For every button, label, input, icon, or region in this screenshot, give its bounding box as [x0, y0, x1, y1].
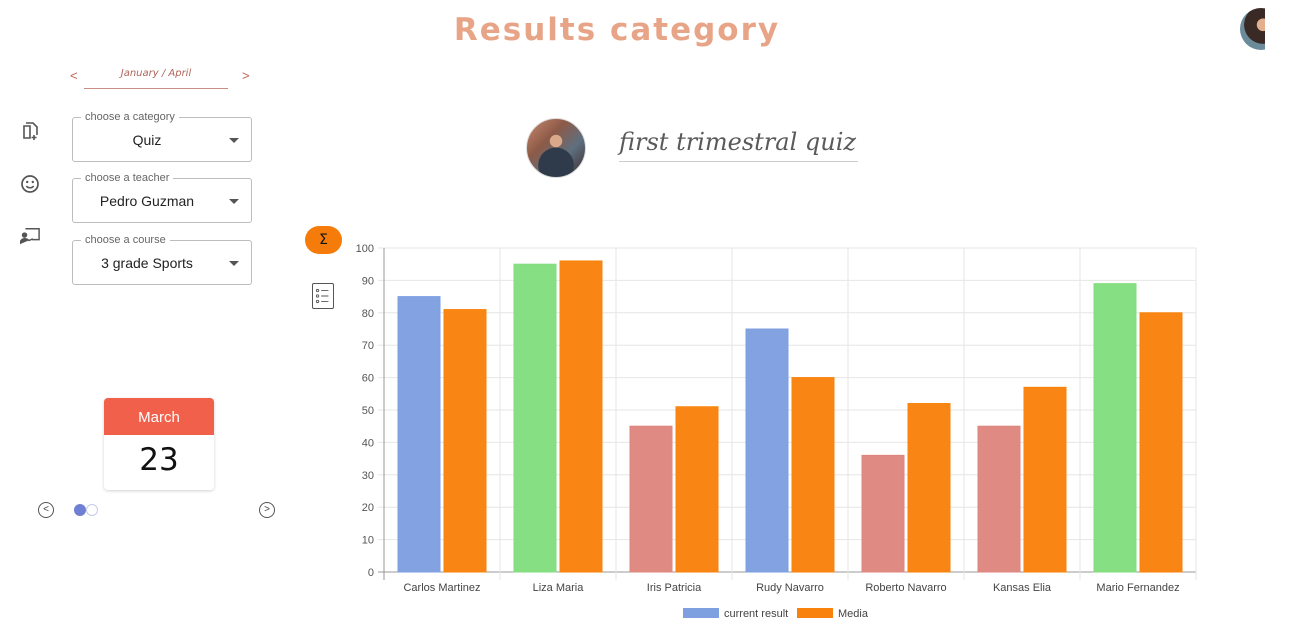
teacher-select[interactable]: choose a teacher Pedro Guzman	[72, 172, 252, 223]
x-tick-label: Roberto Navarro	[865, 582, 946, 594]
carousel-dot[interactable]	[86, 504, 98, 516]
chevron-down-icon	[229, 261, 239, 266]
course-select-label: choose a course	[81, 234, 170, 246]
y-tick-label: 10	[362, 535, 374, 547]
smiley-icon[interactable]	[20, 174, 40, 194]
quiz-title: first trimestral quiz	[619, 128, 859, 162]
x-tick-label: Kansas Elia	[993, 582, 1052, 594]
teacher-select-value: Pedro Guzman	[99, 193, 195, 209]
date-card: March 23	[104, 398, 214, 490]
legend-swatch	[683, 608, 719, 618]
bar-media	[443, 309, 487, 573]
page-title: Results category	[453, 12, 781, 48]
legend-label: current result	[724, 608, 788, 620]
carousel-prev-button[interactable]: <	[38, 502, 54, 518]
chevron-down-icon	[229, 138, 239, 143]
legend-swatch	[797, 608, 833, 618]
bar-current-result	[745, 328, 789, 573]
bar-current-result	[977, 425, 1021, 573]
sigma-icon[interactable]: Σ	[305, 226, 342, 254]
y-tick-label: 80	[362, 308, 374, 320]
bar-media	[791, 377, 835, 573]
y-tick-label: 20	[362, 502, 374, 514]
chevron-down-icon	[229, 199, 239, 204]
bar-current-result	[629, 425, 673, 573]
legend-label: Media	[838, 608, 869, 620]
y-tick-label: 100	[356, 243, 374, 255]
x-tick-label: Mario Fernandez	[1096, 582, 1179, 594]
teacher-select-label: choose a teacher	[81, 172, 174, 184]
bar-media	[1139, 312, 1183, 573]
category-select-label: choose a category	[81, 111, 179, 123]
teacher-board-icon[interactable]	[20, 226, 40, 246]
y-tick-label: 0	[368, 567, 374, 579]
y-tick-label: 60	[362, 373, 374, 385]
avatar-clip	[1265, 0, 1304, 60]
course-select[interactable]: choose a course 3 grade Sports	[72, 234, 252, 285]
y-tick-label: 70	[362, 340, 374, 352]
bar-media	[675, 406, 719, 573]
bar-media	[907, 403, 951, 573]
carousel-dot-active[interactable]	[74, 504, 86, 516]
y-tick-label: 30	[362, 470, 374, 482]
x-tick-label: Iris Patricia	[647, 582, 702, 594]
bar-current-result	[513, 263, 557, 573]
x-tick-label: Liza Maria	[533, 582, 585, 594]
period-prev-button[interactable]: <	[70, 68, 78, 83]
bar-media	[1023, 386, 1067, 573]
bar-media	[559, 260, 603, 573]
x-tick-label: Rudy Navarro	[756, 582, 824, 594]
y-tick-label: 50	[362, 405, 374, 417]
category-select-value: Quiz	[132, 132, 162, 148]
y-tick-label: 40	[362, 437, 374, 449]
bar-current-result	[1093, 283, 1137, 573]
add-document-icon[interactable]	[20, 121, 40, 141]
results-bar-chart: 0 10 20 30 40 50 60 70 80 90 100 Carlos Martinez Liz…	[356, 243, 1197, 620]
category-select[interactable]: choose a category Quiz	[72, 111, 252, 162]
x-tick-label: Carlos Martinez	[403, 582, 480, 594]
carousel-next-button[interactable]: >	[259, 502, 275, 518]
course-select-value: 3 grade Sports	[101, 255, 193, 271]
list-icon[interactable]	[312, 283, 334, 309]
date-card-day: 23	[139, 442, 179, 478]
period-next-button[interactable]: >	[242, 68, 250, 83]
period-label: January / April	[84, 68, 228, 89]
y-tick-label: 90	[362, 275, 374, 287]
bar-current-result	[397, 296, 441, 573]
quiz-owner-avatar	[526, 118, 586, 178]
date-card-month: March	[104, 398, 214, 435]
bar-current-result	[861, 454, 905, 573]
